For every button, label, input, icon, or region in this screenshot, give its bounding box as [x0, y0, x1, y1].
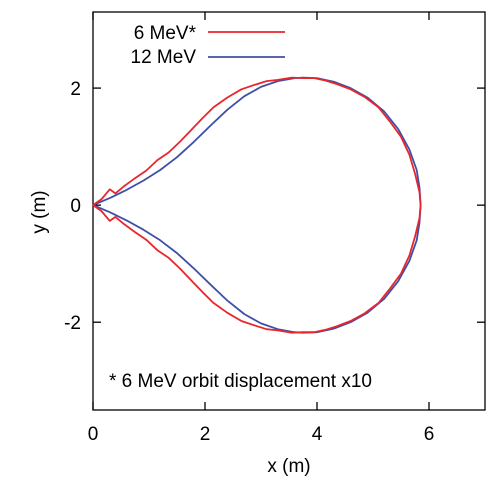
plot-frame — [92, 11, 486, 411]
x-tick-label: 2 — [200, 424, 211, 445]
y-tick-label: -2 — [64, 313, 81, 334]
y-tick-label: 2 — [70, 79, 81, 100]
x-tick-label: 0 — [88, 424, 99, 445]
tick-labels: 0 2 4 6 -2 0 2 — [64, 79, 434, 445]
x-tick-label: 6 — [424, 424, 435, 445]
legend: 6 MeV* 12 MeV — [131, 23, 285, 68]
annotation: * 6 MeV orbit displacement x10 — [109, 371, 372, 392]
legend-label-12mev: 12 MeV — [131, 47, 197, 68]
series-line-6mev — [92, 76, 422, 334]
y-tick-label: 0 — [70, 196, 81, 217]
y-axis-label: y (m) — [29, 190, 50, 233]
series-layer — [92, 76, 422, 334]
x-tick-label: 4 — [312, 424, 323, 445]
legend-label-6mev: 6 MeV* — [134, 23, 197, 44]
series-line-12mev — [92, 76, 422, 334]
axis-ticks — [92, 12, 485, 410]
x-axis-label: x (m) — [267, 456, 310, 477]
